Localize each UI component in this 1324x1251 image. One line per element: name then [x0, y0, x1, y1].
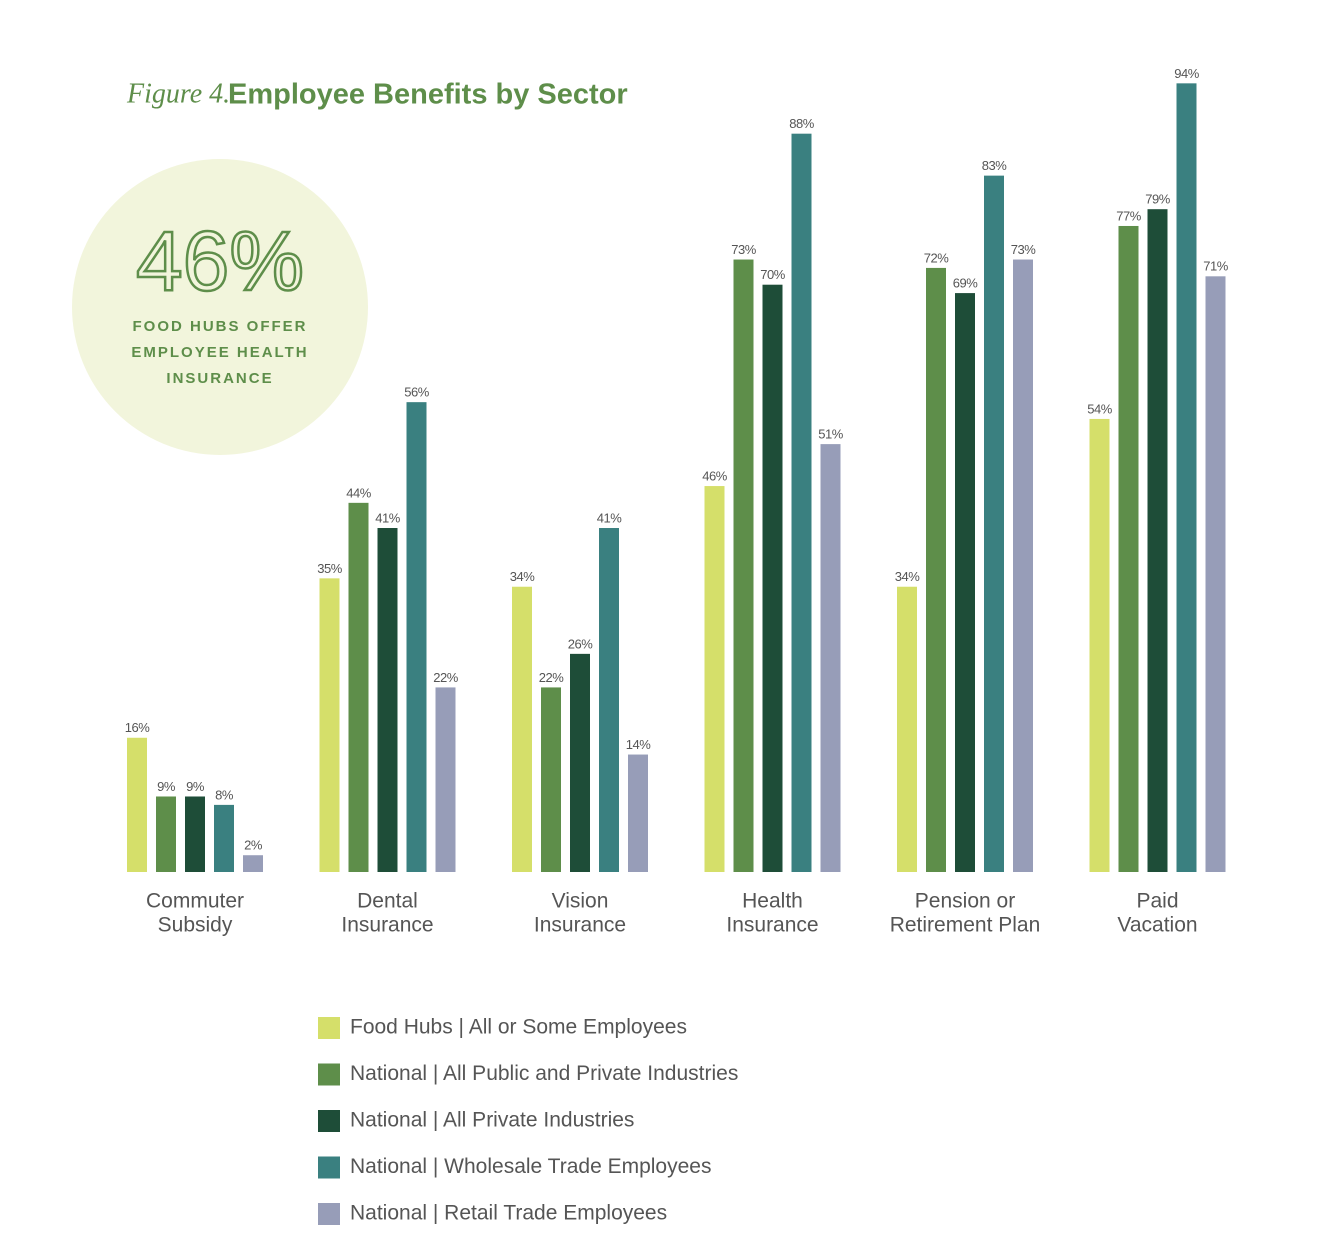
bar	[955, 293, 975, 873]
bar	[1147, 209, 1168, 872]
bar	[1013, 259, 1033, 872]
x-tick-label: Retirement Plan	[890, 914, 1041, 937]
legend-label: National | All Public and Private Indust…	[350, 1062, 738, 1085]
bar	[791, 133, 812, 872]
chart-title: Employee Benefits by Sector	[228, 79, 628, 111]
bar	[570, 653, 590, 872]
value-label: 35%	[317, 561, 342, 576]
value-label: 9%	[157, 779, 176, 794]
value-label: 69%	[953, 276, 978, 291]
bar	[156, 796, 176, 872]
value-label: 83%	[982, 158, 1007, 173]
value-label: 54%	[1087, 401, 1112, 416]
x-tick-label: Subsidy	[158, 914, 233, 937]
value-label: 79%	[1145, 192, 1170, 207]
value-label: 51%	[818, 427, 843, 442]
value-label: 2%	[244, 838, 263, 853]
legend-label: National | Wholesale Trade Employees	[350, 1155, 711, 1178]
bar	[127, 737, 147, 872]
value-label: 34%	[895, 569, 920, 584]
callout-text: INSURANCE	[166, 370, 273, 387]
bar	[820, 444, 841, 872]
x-tick-label: Pension or	[915, 890, 1015, 913]
value-label: 71%	[1203, 259, 1228, 274]
bar	[1176, 83, 1197, 873]
legend-label: National | Retail Trade Employees	[350, 1202, 667, 1225]
bar	[319, 578, 340, 872]
callout-circle	[72, 159, 368, 455]
callout-value: 46%	[136, 214, 304, 308]
legend-swatch	[318, 1063, 340, 1086]
value-label: 44%	[346, 485, 371, 500]
bar	[185, 796, 205, 872]
value-label: 70%	[760, 267, 785, 282]
x-tick-label: Insurance	[726, 914, 818, 937]
bar	[512, 586, 532, 872]
value-label: 88%	[789, 116, 814, 131]
value-label: 22%	[433, 670, 458, 685]
x-tick-label: Health	[742, 890, 803, 913]
x-tick-label: Vision	[552, 890, 609, 913]
bar	[377, 528, 398, 872]
value-label: 94%	[1174, 66, 1199, 81]
bar	[704, 486, 725, 872]
bar	[406, 402, 427, 872]
value-label: 46%	[702, 468, 727, 483]
x-tick-label: Commuter	[146, 890, 244, 913]
value-label: 34%	[510, 569, 535, 584]
x-tick-label: Dental	[357, 890, 418, 913]
bar	[984, 175, 1004, 872]
value-label: 73%	[1011, 242, 1036, 257]
bar	[1089, 418, 1110, 872]
x-tick-label: Insurance	[341, 914, 433, 937]
bar	[1118, 225, 1139, 873]
value-label: 22%	[539, 670, 564, 685]
legend-swatch	[318, 1017, 340, 1039]
value-label: 9%	[186, 779, 205, 794]
value-label: 26%	[568, 636, 593, 651]
bar	[435, 687, 456, 872]
value-label: 41%	[597, 510, 622, 525]
legend-swatch	[318, 1156, 340, 1179]
callout-text: EMPLOYEE HEALTH	[131, 344, 308, 361]
bar	[733, 259, 754, 872]
bar	[214, 804, 234, 872]
bar	[599, 528, 619, 872]
bar	[541, 687, 561, 872]
bar	[762, 284, 783, 872]
legend-swatch	[318, 1110, 340, 1132]
x-tick-label: Paid	[1136, 890, 1178, 913]
bar	[897, 586, 917, 872]
value-label: 8%	[215, 787, 234, 802]
value-label: 41%	[375, 510, 400, 525]
callout-text: FOOD HUBS OFFER	[133, 318, 308, 335]
bar	[1205, 276, 1226, 872]
value-label: 56%	[404, 385, 429, 400]
value-label: 14%	[626, 737, 651, 752]
x-tick-label: Vacation	[1117, 914, 1197, 937]
bar	[926, 267, 946, 872]
legend-label: Food Hubs | All or Some Employees	[350, 1016, 687, 1039]
legend-swatch	[318, 1203, 340, 1225]
figure-label: Figure 4.	[126, 78, 230, 109]
bar	[628, 754, 648, 872]
value-label: 77%	[1116, 208, 1141, 223]
bar	[243, 855, 263, 872]
bar	[348, 502, 369, 872]
x-tick-label: Insurance	[534, 914, 626, 937]
value-label: 73%	[731, 242, 756, 257]
legend-label: National | All Private Industries	[350, 1109, 634, 1132]
value-label: 16%	[125, 720, 150, 735]
value-label: 72%	[924, 250, 949, 265]
